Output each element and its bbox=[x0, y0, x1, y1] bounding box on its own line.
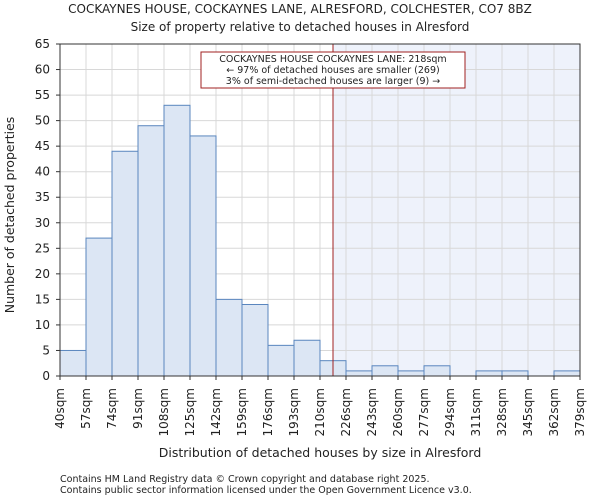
histogram-bar bbox=[423, 365, 451, 377]
footer-line-2: Contains public sector information licen… bbox=[60, 485, 472, 496]
histogram-bar bbox=[267, 344, 295, 377]
y-tick-label: 45 bbox=[35, 139, 50, 153]
x-tick-label: 294sqm bbox=[443, 388, 457, 436]
histogram-bar bbox=[371, 365, 399, 377]
histogram-bar bbox=[215, 298, 243, 377]
y-tick-label: 40 bbox=[35, 165, 50, 179]
x-tick-label: 328sqm bbox=[495, 388, 509, 436]
histogram-bar bbox=[163, 104, 191, 377]
histogram-bar bbox=[345, 370, 373, 377]
x-axis-label: Distribution of detached houses by size … bbox=[159, 445, 482, 460]
histogram-bar bbox=[189, 135, 217, 377]
histogram-bar bbox=[137, 125, 165, 377]
y-tick-label: 5 bbox=[42, 343, 50, 357]
x-tick-label: 379sqm bbox=[573, 388, 587, 436]
x-tick-label: 57sqm bbox=[79, 388, 93, 429]
x-tick-label: 74sqm bbox=[105, 388, 119, 429]
x-tick-label: 260sqm bbox=[391, 388, 405, 436]
x-tick-label: 210sqm bbox=[313, 388, 327, 436]
y-tick-label: 10 bbox=[35, 318, 50, 332]
x-tick-label: 91sqm bbox=[131, 388, 145, 429]
x-tick-label: 125sqm bbox=[183, 388, 197, 436]
annotation-line-1: COCKAYNES HOUSE COCKAYNES LANE: 218sqm bbox=[219, 54, 446, 65]
histogram-bar bbox=[397, 370, 425, 377]
y-axis-label: Number of detached properties bbox=[2, 117, 17, 314]
histogram-bar bbox=[59, 349, 87, 377]
y-tick-label: 30 bbox=[35, 216, 50, 230]
histogram-bar bbox=[111, 150, 139, 377]
x-tick-label: 176sqm bbox=[261, 388, 275, 436]
x-tick-label: 226sqm bbox=[339, 388, 353, 436]
histogram-bar bbox=[501, 370, 529, 377]
x-tick-label: 311sqm bbox=[469, 388, 483, 436]
y-tick-label: 20 bbox=[35, 267, 50, 281]
annotation-frame bbox=[200, 51, 466, 89]
y-axis-ticks: 0 5 10 15 20 25 30 35 40 45 50 55 60 65 bbox=[35, 37, 60, 383]
histogram-bar bbox=[85, 237, 113, 377]
histogram-bar bbox=[241, 303, 269, 377]
chart-subtitle: Size of property relative to detached ho… bbox=[131, 20, 470, 34]
y-tick-label: 15 bbox=[35, 292, 50, 306]
y-tick-label: 65 bbox=[35, 37, 50, 51]
histogram-bar bbox=[475, 370, 503, 377]
y-tick-label: 0 bbox=[42, 369, 50, 383]
y-tick-label: 35 bbox=[35, 190, 50, 204]
x-tick-label: 108sqm bbox=[157, 388, 171, 436]
x-tick-label: 142sqm bbox=[209, 388, 223, 436]
x-tick-label: 345sqm bbox=[521, 388, 535, 436]
larger-region-highlight bbox=[333, 44, 580, 376]
y-tick-label: 55 bbox=[35, 88, 50, 102]
x-tick-label: 277sqm bbox=[417, 388, 431, 436]
y-tick-label: 50 bbox=[35, 114, 50, 128]
histogram-bar bbox=[293, 339, 321, 377]
bars-group bbox=[59, 104, 581, 377]
x-tick-label: 193sqm bbox=[287, 388, 301, 436]
annotation-line-3: 3% of semi-detached houses are larger (9… bbox=[226, 76, 440, 87]
y-tick-label: 60 bbox=[35, 63, 50, 77]
chart-title: COCKAYNES HOUSE, COCKAYNES LANE, ALRESFO… bbox=[68, 2, 532, 16]
histogram-bar bbox=[553, 370, 581, 377]
x-axis-ticks: 40sqm 57sqm 74sqm 91sqm 108sqm 125sqm 142sqm 15… bbox=[53, 376, 587, 436]
annotation-box: COCKAYNES HOUSE COCKAYNES LANE: 218sqm ←… bbox=[200, 51, 466, 89]
x-tick-label: 159sqm bbox=[235, 388, 249, 436]
annotation-line-2: ← 97% of detached houses are smaller (26… bbox=[226, 65, 439, 76]
footer-line-1: Contains HM Land Registry data © Crown c… bbox=[60, 474, 430, 485]
y-tick-label: 25 bbox=[35, 241, 50, 255]
x-tick-label: 243sqm bbox=[365, 388, 379, 436]
x-tick-label: 40sqm bbox=[53, 388, 67, 429]
x-tick-label: 362sqm bbox=[547, 388, 561, 436]
